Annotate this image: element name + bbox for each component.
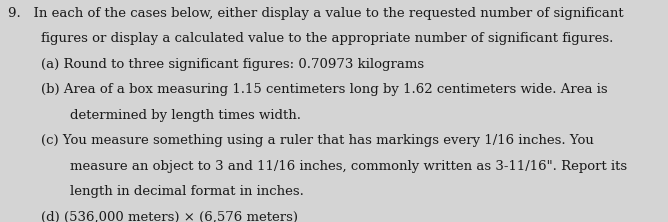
Text: figures or display a calculated value to the appropriate number of significant f: figures or display a calculated value to… [41, 32, 614, 45]
Text: (a) Round to three significant figures: 0.70973 kilograms: (a) Round to three significant figures: … [41, 58, 425, 71]
Text: length in decimal format in inches.: length in decimal format in inches. [70, 185, 304, 198]
Text: (c) You measure something using a ruler that has markings every 1/16 inches. You: (c) You measure something using a ruler … [41, 134, 595, 147]
Text: 9.   In each of the cases below, either display a value to the requested number : 9. In each of the cases below, either di… [8, 7, 624, 20]
Text: (b) Area of a box measuring 1.15 centimeters long by 1.62 centimeters wide. Area: (b) Area of a box measuring 1.15 centime… [41, 83, 608, 96]
Text: determined by length times width.: determined by length times width. [70, 109, 301, 122]
Text: (d) (536,000 meters) × (6,576 meters): (d) (536,000 meters) × (6,576 meters) [41, 211, 299, 222]
Text: measure an object to 3 and 11/16 inches, commonly written as 3-11/16". Report it: measure an object to 3 and 11/16 inches,… [70, 160, 627, 173]
